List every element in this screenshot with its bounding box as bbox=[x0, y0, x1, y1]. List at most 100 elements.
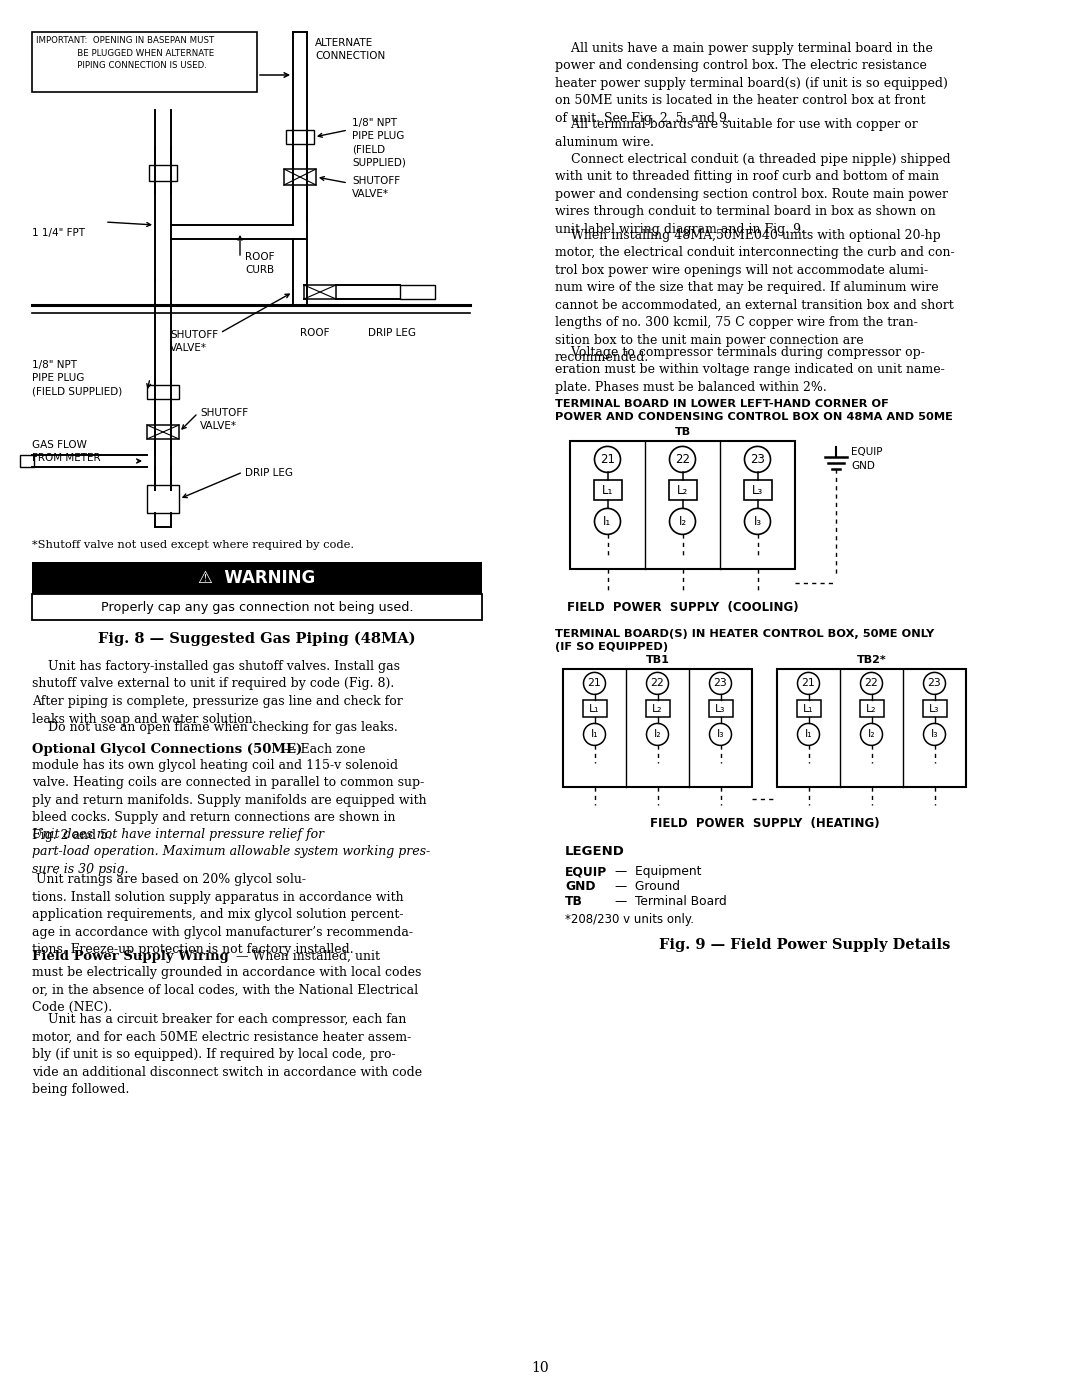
Text: 1 1/4" FPT: 1 1/4" FPT bbox=[32, 228, 85, 237]
Text: ALTERNATE
CONNECTION: ALTERNATE CONNECTION bbox=[315, 38, 386, 61]
Bar bbox=[149, 165, 177, 182]
Text: Voltage to compressor terminals during compressor op-
eration must be within vol: Voltage to compressor terminals during c… bbox=[555, 346, 945, 394]
Text: L₃: L₃ bbox=[929, 704, 940, 714]
Bar bbox=[922, 700, 946, 718]
Text: FIELD  POWER  SUPPLY  (COOLING): FIELD POWER SUPPLY (COOLING) bbox=[567, 601, 798, 615]
Text: I₃: I₃ bbox=[717, 729, 725, 739]
Text: ⚠  WARNING: ⚠ WARNING bbox=[199, 569, 315, 587]
Text: Connect electrical conduit (a threaded pipe nipple) shipped
with unit to threade: Connect electrical conduit (a threaded p… bbox=[555, 152, 950, 236]
Text: L₁: L₁ bbox=[590, 704, 599, 714]
Text: TERMINAL BOARD IN LOWER LEFT-HAND CORNER OF
POWER AND CONDENSING CONTROL BOX ON : TERMINAL BOARD IN LOWER LEFT-HAND CORNER… bbox=[555, 400, 953, 422]
Text: L₂: L₂ bbox=[652, 704, 663, 714]
Text: ROOF: ROOF bbox=[300, 328, 329, 338]
Text: I₂: I₂ bbox=[678, 515, 687, 528]
Text: All terminal boards are suitable for use with copper or
aluminum wire.: All terminal boards are suitable for use… bbox=[555, 117, 918, 148]
Text: SHUTOFF
VALVE*: SHUTOFF VALVE* bbox=[170, 330, 218, 353]
Text: 22: 22 bbox=[650, 679, 664, 689]
Text: I₁: I₁ bbox=[805, 729, 812, 739]
Text: 23: 23 bbox=[928, 679, 942, 689]
Text: I₁: I₁ bbox=[591, 729, 598, 739]
Bar bbox=[32, 562, 482, 594]
Bar bbox=[563, 669, 752, 788]
Text: L₂: L₂ bbox=[866, 704, 877, 714]
Text: L₂: L₂ bbox=[677, 483, 688, 497]
Bar bbox=[594, 481, 621, 500]
Text: I₂: I₂ bbox=[653, 729, 661, 739]
Text: DRIP LEG: DRIP LEG bbox=[245, 468, 293, 478]
Text: L₁: L₁ bbox=[602, 483, 613, 497]
Bar bbox=[286, 130, 314, 144]
Bar bbox=[860, 700, 883, 718]
Text: SHUTOFF
VALVE*: SHUTOFF VALVE* bbox=[200, 408, 248, 432]
Text: EQUIP: EQUIP bbox=[565, 865, 607, 879]
Text: — When installed, unit: — When installed, unit bbox=[232, 950, 380, 963]
Text: Unit ratings are based on 20% glycol solu-
tions. Install solution supply appara: Unit ratings are based on 20% glycol sol… bbox=[32, 873, 413, 956]
Text: 22: 22 bbox=[865, 679, 878, 689]
Text: 23: 23 bbox=[714, 679, 727, 689]
Text: 21: 21 bbox=[600, 453, 615, 467]
Text: —  Equipment: — Equipment bbox=[615, 865, 702, 879]
Bar bbox=[400, 285, 435, 299]
Bar bbox=[646, 700, 670, 718]
Text: ROOF
CURB: ROOF CURB bbox=[245, 251, 274, 275]
Text: I₃: I₃ bbox=[754, 515, 761, 528]
Bar bbox=[777, 669, 966, 788]
Text: 21: 21 bbox=[588, 679, 602, 689]
Text: Fig. 9 — Field Power Supply Details: Fig. 9 — Field Power Supply Details bbox=[659, 939, 950, 953]
Text: DRIP LEG: DRIP LEG bbox=[368, 328, 416, 338]
Bar bbox=[570, 441, 795, 570]
Text: Properly cap any gas connection not being used.: Properly cap any gas connection not bein… bbox=[100, 601, 414, 613]
Text: *Shutoff valve not used except where required by code.: *Shutoff valve not used except where req… bbox=[32, 541, 354, 550]
Text: Optional Glycol Connections (50ME): Optional Glycol Connections (50ME) bbox=[32, 743, 302, 756]
Text: IMPORTANT:  OPENING IN BASEPAN MUST
               BE PLUGGED WHEN ALTERNATE
   : IMPORTANT: OPENING IN BASEPAN MUST BE PL… bbox=[36, 36, 214, 70]
Bar bbox=[669, 481, 697, 500]
Text: —  Terminal Board: — Terminal Board bbox=[615, 895, 727, 908]
Text: I₁: I₁ bbox=[604, 515, 611, 528]
Text: — Each zone: — Each zone bbox=[284, 743, 365, 756]
Bar bbox=[743, 481, 771, 500]
Text: Unit has a circuit breaker for each compressor, each fan
motor, and for each 50M: Unit has a circuit breaker for each comp… bbox=[32, 1013, 422, 1097]
Text: TB1: TB1 bbox=[646, 655, 670, 665]
Text: TB2*: TB2* bbox=[856, 655, 887, 665]
Text: L₁: L₁ bbox=[804, 704, 813, 714]
Text: TB: TB bbox=[674, 427, 690, 437]
Text: LEGEND: LEGEND bbox=[565, 845, 625, 858]
Text: Do not use an open flame when checking for gas leaks.: Do not use an open flame when checking f… bbox=[32, 721, 397, 735]
Text: L₃: L₃ bbox=[715, 704, 726, 714]
Bar bbox=[582, 700, 607, 718]
Bar bbox=[303, 285, 336, 299]
Text: When installing 48MA,50ME040 units with optional 20-hp
motor, the electrical con: When installing 48MA,50ME040 units with … bbox=[555, 229, 955, 365]
Text: 22: 22 bbox=[675, 453, 690, 467]
Bar bbox=[797, 700, 821, 718]
Bar bbox=[147, 386, 179, 400]
Bar bbox=[708, 700, 732, 718]
Text: All units have a main power supply terminal board in the
power and condensing co: All units have a main power supply termi… bbox=[555, 42, 948, 124]
Text: Unit has factory-installed gas shutoff valves. Install gas
shutoff valve externa: Unit has factory-installed gas shutoff v… bbox=[32, 659, 403, 725]
Text: 1/8" NPT
PIPE PLUG
(FIELD SUPPLIED): 1/8" NPT PIPE PLUG (FIELD SUPPLIED) bbox=[32, 360, 122, 397]
Text: Field Power Supply Wiring: Field Power Supply Wiring bbox=[32, 950, 229, 963]
Text: TERMINAL BOARD(S) IN HEATER CONTROL BOX, 50ME ONLY
(IF SO EQUIPPED): TERMINAL BOARD(S) IN HEATER CONTROL BOX,… bbox=[555, 630, 934, 652]
Text: GND: GND bbox=[565, 880, 595, 894]
Text: —  Ground: — Ground bbox=[615, 880, 680, 894]
Bar bbox=[147, 425, 179, 439]
Text: SHUTOFF
VALVE*: SHUTOFF VALVE* bbox=[352, 176, 400, 200]
Text: *208/230 v units only.: *208/230 v units only. bbox=[565, 914, 694, 926]
Text: 23: 23 bbox=[751, 453, 765, 467]
Text: GAS FLOW
FROM METER: GAS FLOW FROM METER bbox=[32, 440, 100, 464]
Text: 1/8" NPT
PIPE PLUG
(FIELD
SUPPLIED): 1/8" NPT PIPE PLUG (FIELD SUPPLIED) bbox=[352, 117, 406, 168]
Text: TB: TB bbox=[565, 895, 583, 908]
Text: FIELD  POWER  SUPPLY  (HEATING): FIELD POWER SUPPLY (HEATING) bbox=[650, 817, 879, 830]
Bar bbox=[284, 169, 316, 184]
Text: I₃: I₃ bbox=[931, 729, 939, 739]
Text: Fig. 8 — Suggested Gas Piping (48MA): Fig. 8 — Suggested Gas Piping (48MA) bbox=[98, 631, 416, 647]
Bar bbox=[32, 594, 482, 620]
Text: module has its own glycol heating coil and 115-v solenoid
valve. Heating coils a: module has its own glycol heating coil a… bbox=[32, 759, 427, 842]
Text: L₃: L₃ bbox=[752, 483, 764, 497]
Text: I₂: I₂ bbox=[867, 729, 875, 739]
Text: 10: 10 bbox=[531, 1361, 549, 1375]
Bar bbox=[147, 485, 179, 513]
Text: Unit does not have internal pressure relief for
part-load operation. Maximum all: Unit does not have internal pressure rel… bbox=[32, 828, 430, 876]
Text: EQUIP
GND: EQUIP GND bbox=[851, 447, 882, 471]
Text: must be electrically grounded in accordance with local codes
or, in the absence : must be electrically grounded in accorda… bbox=[32, 965, 421, 1014]
Bar bbox=[21, 455, 33, 467]
